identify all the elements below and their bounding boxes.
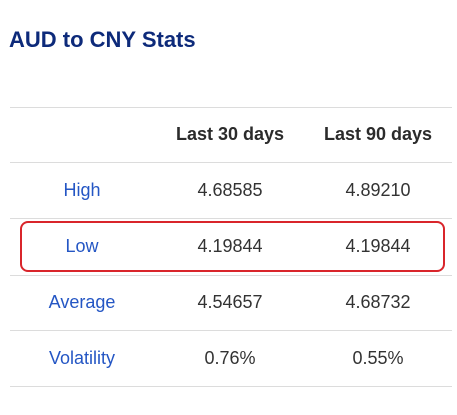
stat-value: 4.19844 <box>197 236 263 256</box>
title: AUD to CNY Stats <box>9 27 196 52</box>
row-divider <box>10 107 452 108</box>
column-header: Last 90 days <box>323 124 433 144</box>
row-divider <box>10 386 452 387</box>
row-divider <box>10 330 452 331</box>
row-label: Low <box>65 236 99 256</box>
stat-value: 4.89210 <box>345 180 411 200</box>
stat-value: 4.68585 <box>197 180 263 200</box>
stat-value: 4.68732 <box>345 292 411 312</box>
row-label: Average <box>48 292 116 312</box>
row-label: High <box>63 180 101 200</box>
row-divider <box>10 218 452 219</box>
stat-value: 4.19844 <box>345 236 411 256</box>
column-header: Last 30 days <box>175 124 285 144</box>
row-label: Volatility <box>48 348 116 368</box>
row-divider <box>10 162 452 163</box>
highlight-box <box>20 221 445 272</box>
stat-value: 0.55% <box>352 348 404 368</box>
row-divider <box>10 275 452 276</box>
stat-value: 0.76% <box>204 348 256 368</box>
stat-value: 4.54657 <box>197 292 263 312</box>
